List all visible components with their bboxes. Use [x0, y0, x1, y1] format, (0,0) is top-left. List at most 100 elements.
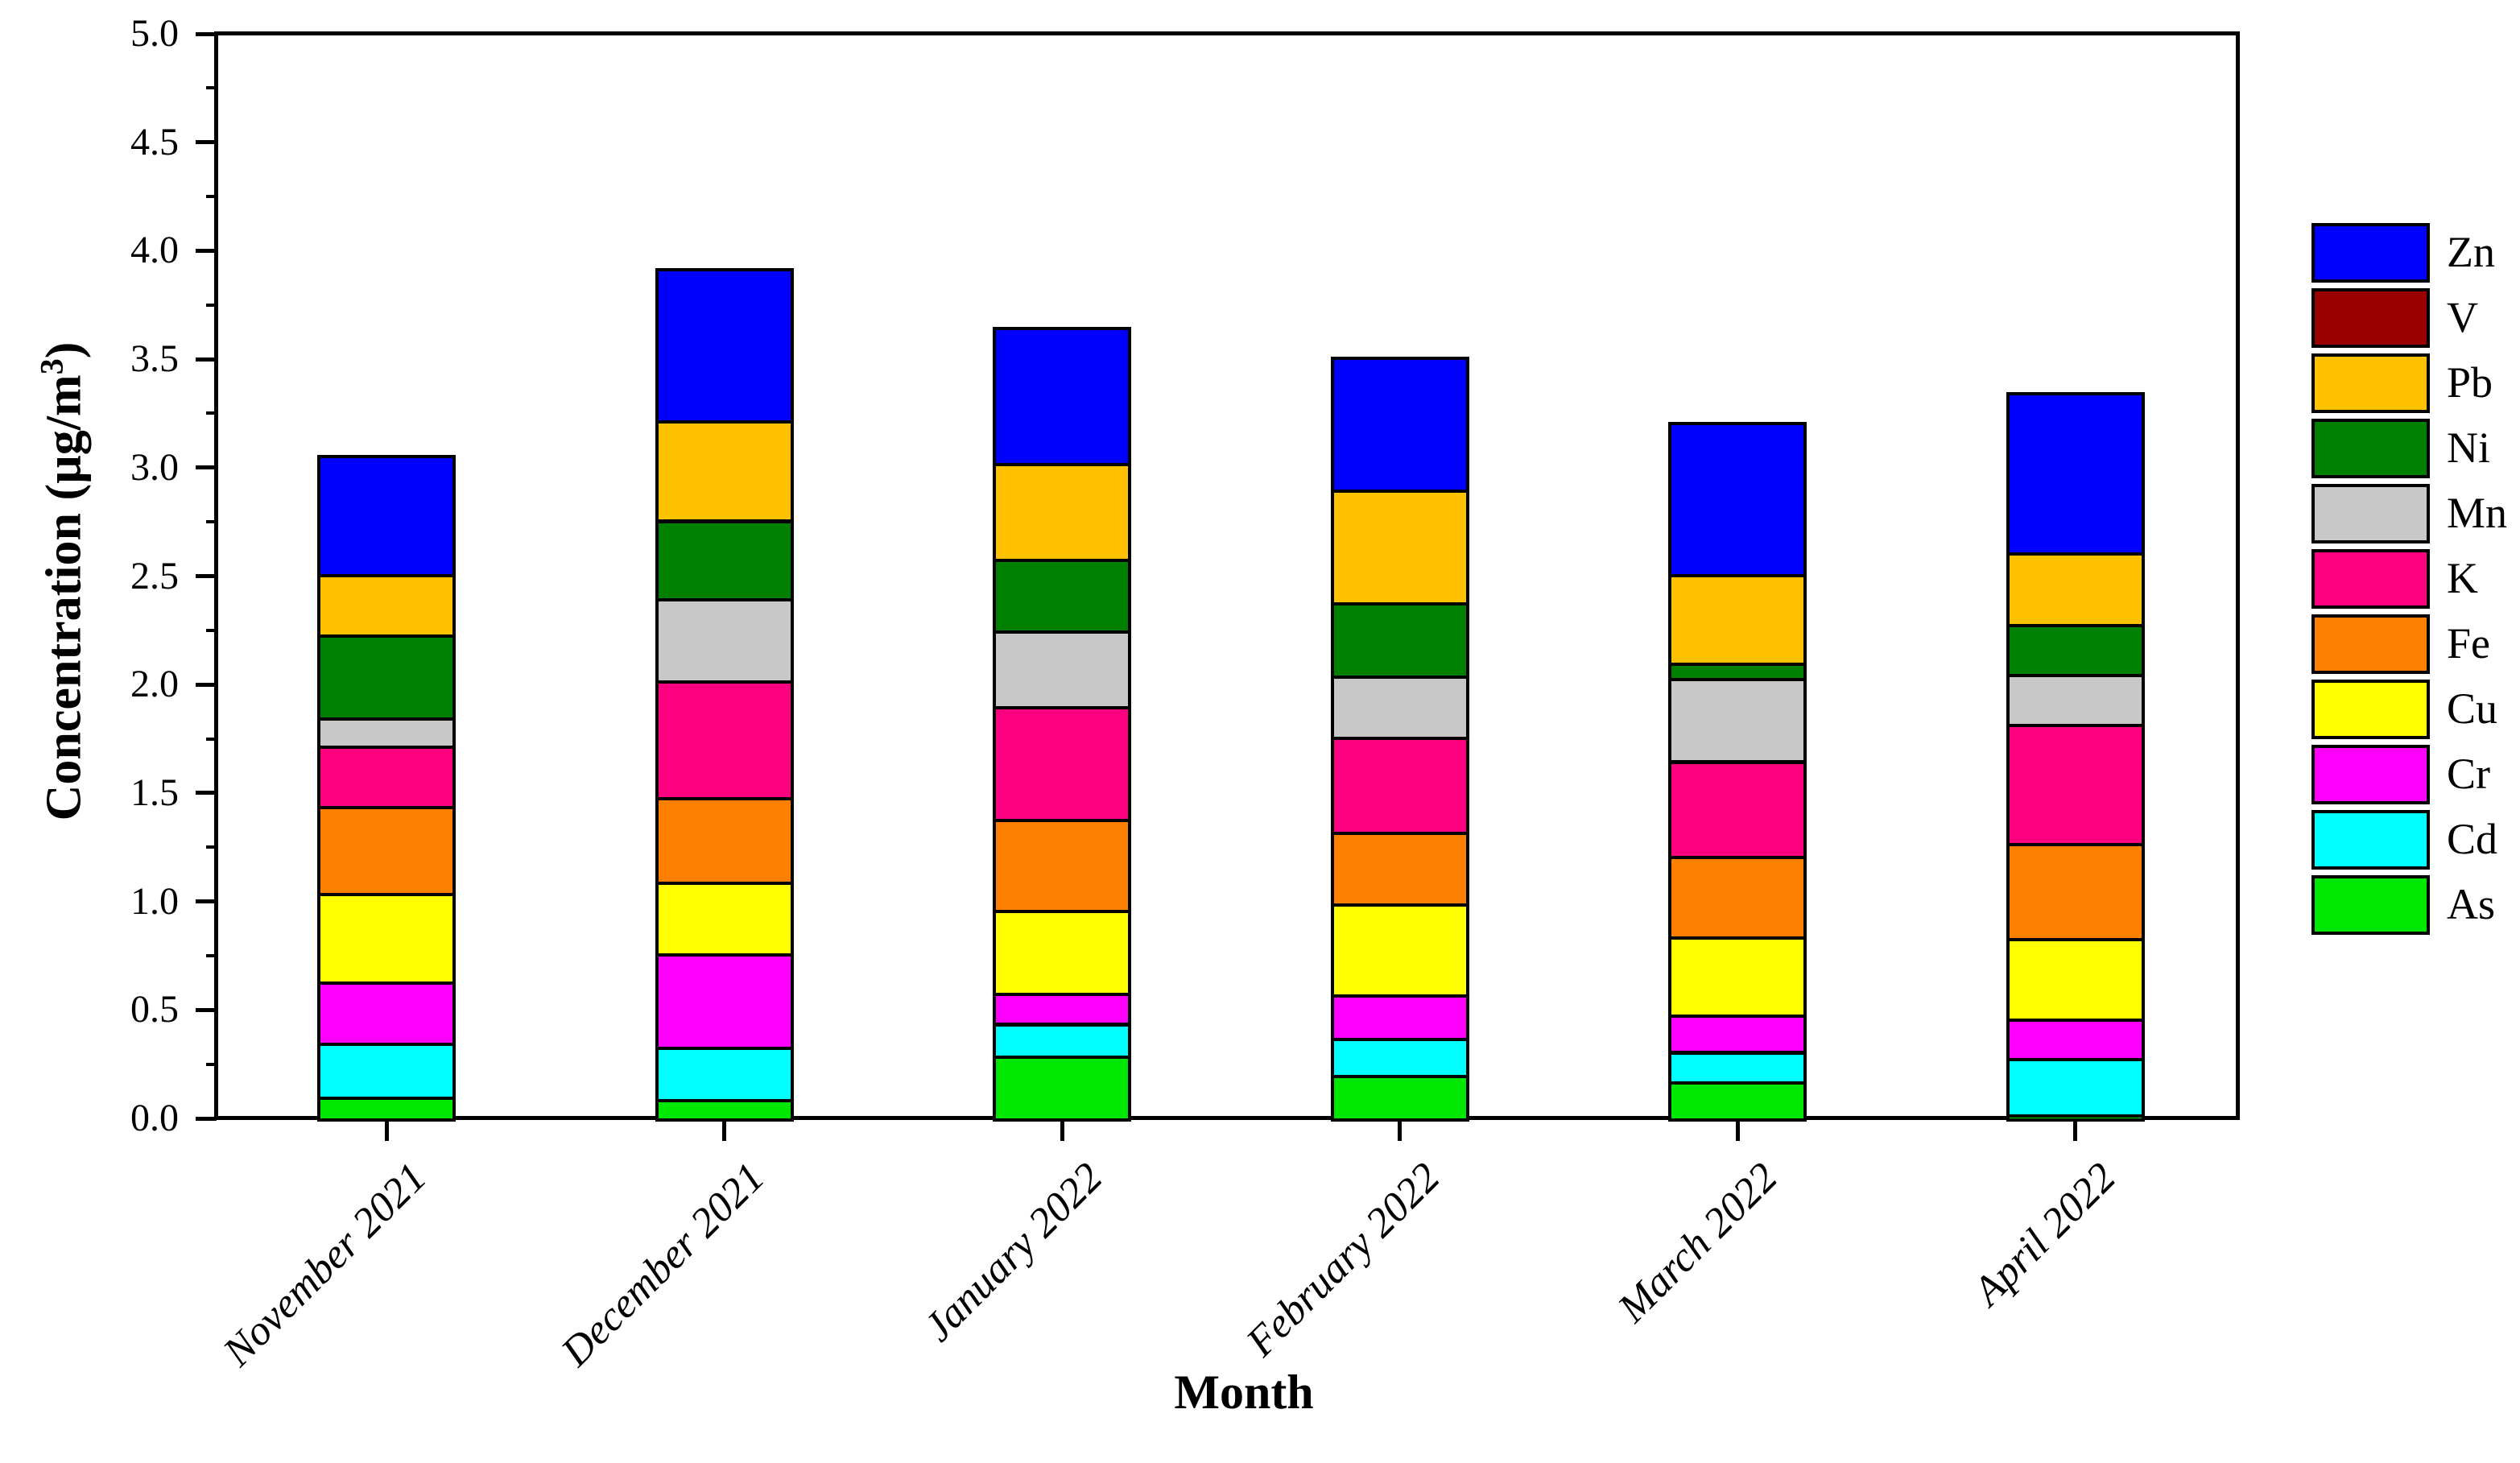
- bar-segment-zn: [993, 326, 1131, 467]
- y-axis-title-close: ): [36, 341, 92, 359]
- legend-swatch-cr: [2311, 745, 2430, 804]
- bar-segment-mn: [317, 717, 456, 749]
- bar-segment-fe: [317, 806, 456, 896]
- bar-segment-cr: [993, 992, 1131, 1027]
- bar-segment-cr: [1330, 994, 1469, 1042]
- legend-label-v: V: [2447, 293, 2478, 341]
- bar-segment-fe: [1668, 856, 1807, 940]
- x-tick: [1735, 1118, 1740, 1141]
- y-tick-label: 2.0: [130, 663, 179, 706]
- y-major-tick: [196, 140, 217, 145]
- y-minor-tick: [206, 195, 217, 199]
- bar-segment-mn: [2006, 673, 2145, 727]
- x-tick: [1060, 1118, 1064, 1141]
- bar-segment-as: [1668, 1081, 1807, 1122]
- y-minor-tick: [206, 953, 217, 957]
- bar-segment-cu: [655, 882, 794, 957]
- y-major-tick: [196, 31, 217, 36]
- bar-segment-k: [1330, 736, 1469, 836]
- legend-item-fe: Fe: [2311, 614, 2520, 674]
- y-minor-tick: [206, 86, 217, 90]
- x-axis-title: Month: [1174, 1366, 1314, 1419]
- bar-segment-cd: [2006, 1057, 2145, 1118]
- legend-swatch-fe: [2311, 614, 2430, 674]
- bar-segment-k: [655, 680, 794, 801]
- y-tick-label: 5.0: [130, 12, 179, 55]
- bar-segment-mn: [993, 630, 1131, 710]
- bar-segment-zn: [317, 454, 456, 577]
- legend-item-ni: Ni: [2311, 419, 2520, 478]
- bar-segment-pb: [993, 463, 1131, 562]
- y-minor-tick: [206, 1062, 217, 1066]
- legend-swatch-as: [2311, 875, 2430, 935]
- bar-segment-k: [2006, 723, 2145, 846]
- bar-segment-mn: [655, 597, 794, 684]
- y-major-tick: [196, 791, 217, 796]
- y-major-tick: [196, 1007, 217, 1012]
- legend-label-cd: Cd: [2447, 815, 2498, 863]
- legend-label-pb: Pb: [2447, 358, 2493, 407]
- legend-swatch-pb: [2311, 353, 2430, 413]
- y-axis-title-text: Concentration (µg/m: [36, 374, 92, 821]
- bar-segment-zn: [655, 268, 794, 424]
- bar-segment-as: [1330, 1075, 1469, 1122]
- legend-item-cr: Cr: [2311, 745, 2520, 804]
- bar-segment-cd: [317, 1042, 456, 1100]
- y-major-tick: [196, 248, 217, 253]
- legend-swatch-cd: [2311, 810, 2430, 870]
- y-minor-tick: [206, 411, 217, 415]
- bar-segment-cr: [317, 982, 456, 1046]
- bar-segment-ni: [1330, 601, 1469, 680]
- x-tick-label: March 2022: [1609, 1154, 1787, 1332]
- bar-segment-mn: [1668, 678, 1807, 764]
- bar-segment-ni: [993, 558, 1131, 634]
- legend-label-ni: Ni: [2447, 424, 2490, 472]
- plot-area: [214, 31, 2240, 1120]
- y-tick-label: 2.5: [130, 554, 179, 597]
- legend-label-mn: Mn: [2447, 489, 2508, 537]
- legend-swatch-ni: [2311, 419, 2430, 478]
- y-major-tick: [196, 465, 217, 470]
- bar-segment-fe: [655, 797, 794, 886]
- bar-segment-pb: [1330, 489, 1469, 605]
- y-tick-label: 3.5: [130, 337, 179, 381]
- y-major-tick: [196, 574, 217, 578]
- legend-item-mn: Mn: [2311, 484, 2520, 543]
- legend-swatch-zn: [2311, 223, 2430, 283]
- bar-segment-fe: [1330, 832, 1469, 907]
- y-minor-tick: [206, 845, 217, 849]
- x-tick-label: April 2022: [1964, 1154, 2125, 1315]
- legend-label-cu: Cu: [2447, 684, 2498, 733]
- legend-label-k: K: [2447, 554, 2478, 602]
- bar-segment-cd: [993, 1023, 1131, 1059]
- bar-segment-pb: [317, 573, 456, 639]
- y-tick-label: 0.5: [130, 988, 179, 1031]
- bar-segment-cu: [993, 910, 1131, 996]
- y-tick-label: 3.0: [130, 445, 179, 489]
- legend-item-as: As: [2311, 875, 2520, 935]
- legend-item-cu: Cu: [2311, 680, 2520, 739]
- y-major-tick: [196, 1116, 217, 1121]
- bar-segment-cu: [317, 892, 456, 986]
- bar-segment-k: [993, 706, 1131, 823]
- bar-segment-as: [317, 1097, 456, 1122]
- y-tick-label: 1.5: [130, 771, 179, 814]
- legend-swatch-mn: [2311, 484, 2430, 543]
- x-tick: [384, 1118, 389, 1141]
- legend-swatch-k: [2311, 549, 2430, 609]
- legend-label-zn: Zn: [2447, 228, 2495, 276]
- legend: Zn V Pb Ni Mn K Fe Cu Cr Cd As: [2311, 223, 2520, 948]
- y-minor-tick: [206, 628, 217, 632]
- y-minor-tick: [206, 737, 217, 741]
- bar-segment-ni: [2006, 623, 2145, 677]
- y-tick-label: 4.0: [130, 229, 179, 272]
- bar-segment-cr: [655, 953, 794, 1051]
- bar-segment-cu: [1668, 936, 1807, 1018]
- legend-item-zn: Zn: [2311, 223, 2520, 283]
- bar-segment-zn: [1668, 422, 1807, 577]
- bar-segment-cr: [1668, 1014, 1807, 1055]
- legend-item-pb: Pb: [2311, 353, 2520, 413]
- y-axis-title-superscript: 3: [33, 358, 70, 375]
- x-tick: [722, 1118, 726, 1141]
